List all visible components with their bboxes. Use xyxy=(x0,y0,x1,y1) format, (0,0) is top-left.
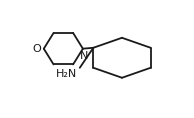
Text: O: O xyxy=(32,44,41,54)
Text: N: N xyxy=(80,51,88,61)
Text: H₂N: H₂N xyxy=(56,69,78,79)
